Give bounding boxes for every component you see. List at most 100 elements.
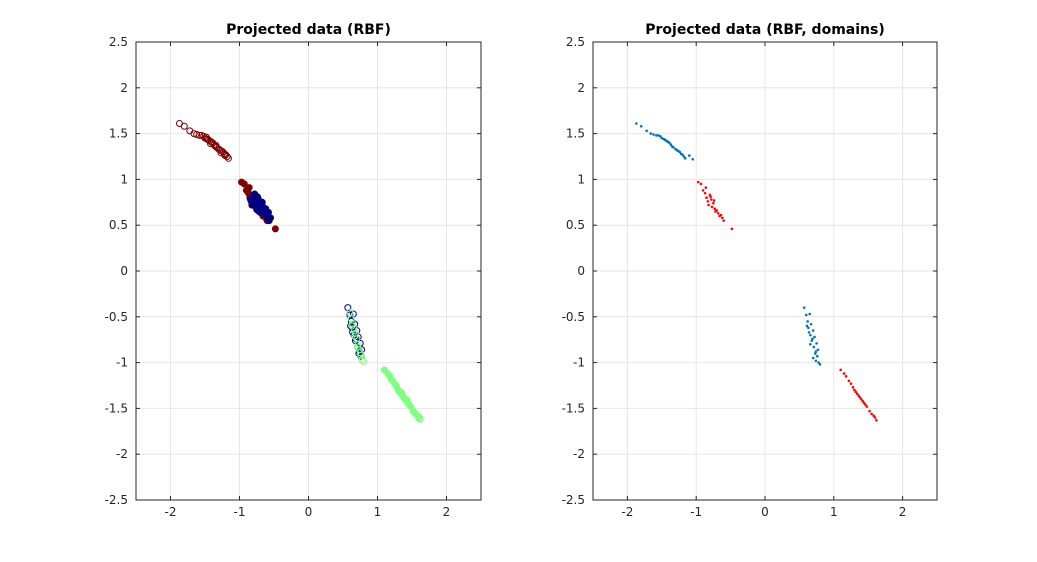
data-point bbox=[809, 342, 812, 346]
data-point bbox=[712, 199, 716, 202]
data-point bbox=[353, 343, 361, 351]
data-point bbox=[703, 191, 707, 195]
y-tick-label: -0.5 bbox=[105, 310, 128, 324]
data-point bbox=[870, 412, 873, 416]
series-0 bbox=[175, 120, 232, 162]
data-point bbox=[814, 359, 818, 363]
data-point bbox=[802, 306, 806, 309]
data-point bbox=[202, 133, 210, 141]
y-tick-label: -2 bbox=[116, 447, 128, 461]
data-point bbox=[815, 342, 818, 345]
data-point bbox=[688, 154, 691, 157]
x-tick-label: 0 bbox=[305, 505, 313, 519]
data-point bbox=[712, 201, 715, 205]
y-tick-label: 2.5 bbox=[109, 35, 128, 49]
data-point bbox=[681, 153, 684, 156]
data-point bbox=[873, 416, 877, 419]
series-2 bbox=[247, 190, 275, 225]
data-point bbox=[813, 352, 817, 355]
data-point bbox=[804, 313, 808, 317]
data-point bbox=[858, 396, 862, 399]
x-tick-label: -2 bbox=[165, 505, 177, 519]
data-point bbox=[212, 142, 220, 150]
data-point bbox=[398, 389, 406, 397]
data-point bbox=[253, 193, 261, 201]
data-point bbox=[805, 324, 809, 328]
data-point bbox=[696, 180, 700, 184]
axes-projected-rbf: -2 -1 0 1 2 2.5 2 1.5 1 0.5 0 -0.5 -1 -1.5 -2 -2.5 Proj… bbox=[105, 22, 482, 519]
x-tick-label: 1 bbox=[830, 505, 838, 519]
data-point bbox=[860, 397, 863, 401]
data-point bbox=[865, 405, 869, 408]
data-point bbox=[816, 348, 820, 352]
data-point bbox=[259, 203, 267, 211]
y-tick-label: -1 bbox=[116, 356, 128, 370]
data-point bbox=[857, 394, 860, 397]
y-tick-label: 0.5 bbox=[566, 218, 585, 232]
data-point bbox=[657, 134, 660, 137]
data-point bbox=[357, 351, 365, 359]
y-tick-label: -1.5 bbox=[105, 401, 128, 415]
data-point bbox=[659, 135, 662, 138]
data-point bbox=[812, 345, 816, 349]
data-point bbox=[806, 320, 809, 323]
data-point bbox=[248, 201, 256, 209]
data-point bbox=[261, 209, 269, 217]
data-point bbox=[652, 133, 655, 136]
data-point bbox=[849, 382, 853, 385]
y-tick-label: 1.5 bbox=[109, 127, 128, 141]
y-tick-label: -2.5 bbox=[562, 493, 585, 507]
data-point bbox=[862, 401, 866, 405]
data-point bbox=[707, 203, 710, 207]
data-point bbox=[730, 227, 734, 231]
axes-projected-rbf-domains: -2 -1 0 1 2 2.5 2 1.5 1 0.5 0 -0.5 -1 -1.5 -2 -2.5 Proj… bbox=[562, 22, 938, 519]
y-tick-label: 1 bbox=[120, 172, 128, 186]
data-point bbox=[721, 216, 724, 220]
chart-title: Projected data (RBF, domains) bbox=[645, 22, 884, 38]
data-point bbox=[807, 326, 810, 330]
data-point bbox=[639, 124, 643, 128]
data-point bbox=[839, 368, 842, 372]
data-point bbox=[851, 386, 855, 389]
data-point bbox=[360, 358, 368, 366]
data-point bbox=[722, 219, 726, 222]
data-point bbox=[815, 354, 819, 358]
data-point bbox=[387, 375, 395, 383]
data-point bbox=[719, 213, 723, 217]
data-point bbox=[716, 211, 720, 215]
y-tick-label: -1 bbox=[573, 356, 585, 370]
y-tick-label: -2 bbox=[573, 447, 585, 461]
y-tick-label: -2.5 bbox=[105, 493, 128, 507]
x-tick-label: -2 bbox=[621, 505, 633, 519]
data-point bbox=[356, 349, 364, 357]
data-point bbox=[683, 157, 687, 160]
data-point bbox=[355, 349, 363, 357]
x-tick-label: 1 bbox=[374, 505, 382, 519]
y-tick-label: 2 bbox=[120, 81, 128, 95]
data-point bbox=[704, 186, 708, 189]
data-point bbox=[264, 215, 272, 223]
data-point bbox=[351, 332, 359, 340]
data-point bbox=[868, 409, 871, 413]
data-point bbox=[660, 136, 664, 140]
data-point bbox=[654, 134, 658, 137]
data-point bbox=[807, 331, 811, 334]
data-point bbox=[875, 419, 878, 422]
y-tick-label: 1 bbox=[577, 172, 585, 186]
series-0 bbox=[635, 122, 822, 366]
y-tick-label: 0.5 bbox=[109, 218, 128, 232]
y-tick-label: -0.5 bbox=[562, 310, 585, 324]
data-point bbox=[348, 322, 356, 330]
data-point bbox=[358, 356, 366, 364]
data-point bbox=[809, 322, 813, 326]
data-point bbox=[349, 310, 357, 318]
data-point bbox=[818, 363, 822, 366]
series-5 bbox=[380, 366, 423, 422]
data-point bbox=[809, 333, 812, 337]
data-point bbox=[811, 329, 815, 332]
data-point bbox=[691, 157, 695, 161]
y-tick-label: 2 bbox=[577, 81, 585, 95]
data-point bbox=[271, 225, 279, 233]
data-point bbox=[715, 209, 719, 212]
data-point bbox=[649, 132, 653, 135]
